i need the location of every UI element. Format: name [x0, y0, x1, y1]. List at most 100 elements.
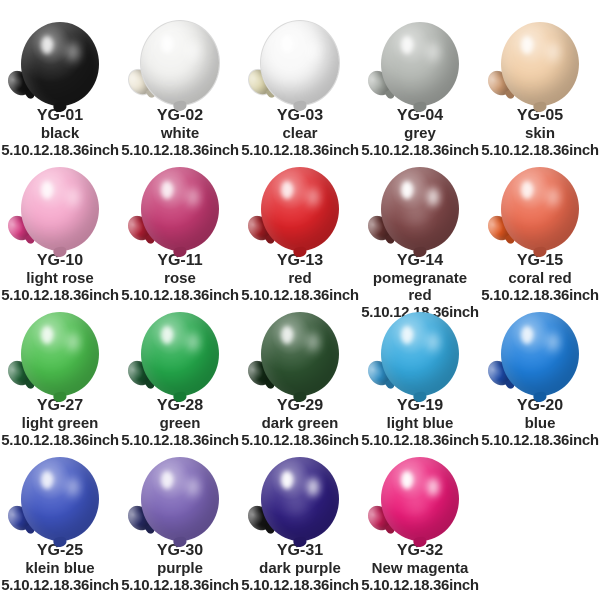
color-name: dark purple	[259, 560, 341, 577]
sizes-text: 5.10.12.18.36inch	[361, 142, 479, 159]
grid-row-4: YG-25 klein blue 5.10.12.18.36inch YG-30…	[0, 449, 600, 594]
color-name: dark green	[261, 415, 339, 432]
sizes-text: 5.10.12.18.36inch	[481, 432, 599, 449]
balloon-photo	[480, 159, 600, 251]
balloon-card-yg31: YG-31 dark purple 5.10.12.18.36inch	[240, 449, 360, 594]
product-code: YG-27	[36, 397, 84, 414]
sizes-text: 5.10.12.18.36inch	[241, 142, 359, 159]
sizes-text: 5.10.12.18.36inch	[241, 577, 359, 594]
balloon-card-yg20: YG-20 blue 5.10.12.18.36inch	[480, 304, 600, 449]
balloon-photo	[120, 159, 240, 251]
color-name: light rose	[26, 270, 94, 287]
balloon-photo	[0, 14, 120, 106]
grid-row-3: YG-27 light green 5.10.12.18.36inch YG-2…	[0, 304, 600, 449]
balloon-photo	[240, 14, 360, 106]
sizes-text: 5.10.12.18.36inch	[241, 287, 359, 304]
large-balloon-icon	[501, 167, 579, 251]
sizes-text: 5.10.12.18.36inch	[1, 577, 119, 594]
balloon-card-yg05: YG-05 skin 5.10.12.18.36inch	[480, 14, 600, 159]
balloon-card-yg29: YG-29 dark green 5.10.12.18.36inch	[240, 304, 360, 449]
color-name: klein blue	[25, 560, 95, 577]
balloon-card-yg13: YG-13 red 5.10.12.18.36inch	[240, 159, 360, 304]
color-name: pomegranate red	[372, 270, 468, 304]
product-code: YG-30	[156, 542, 204, 559]
large-balloon-icon	[261, 312, 339, 396]
balloon-card-yg32: YG-32 New magenta 5.10.12.18.36inch	[360, 449, 480, 594]
grid-row-2: YG-10 light rose 5.10.12.18.36inch YG-11…	[0, 159, 600, 321]
sizes-text: 5.10.12.18.36inch	[121, 142, 239, 159]
balloon-card-yg03: YG-03 clear 5.10.12.18.36inch	[240, 14, 360, 159]
balloon-photo	[120, 304, 240, 396]
large-balloon-icon	[501, 312, 579, 396]
large-balloon-icon	[21, 22, 99, 106]
balloon-card-yg30: YG-30 purple 5.10.12.18.36inch	[120, 449, 240, 594]
balloon-photo	[480, 14, 600, 106]
balloon-photo	[0, 304, 120, 396]
large-balloon-icon	[261, 457, 339, 541]
product-code: YG-10	[36, 252, 84, 269]
sizes-text: 5.10.12.18.36inch	[481, 287, 599, 304]
balloon-photo	[240, 304, 360, 396]
color-name: New magenta	[371, 560, 469, 577]
balloon-photo	[120, 14, 240, 106]
balloon-photo	[480, 304, 600, 396]
large-balloon-icon	[141, 312, 219, 396]
large-balloon-icon	[381, 167, 459, 251]
large-balloon-icon	[381, 457, 459, 541]
balloon-photo	[360, 449, 480, 541]
balloon-photo	[0, 449, 120, 541]
sizes-text: 5.10.12.18.36inch	[241, 432, 359, 449]
sizes-text: 5.10.12.18.36inch	[121, 287, 239, 304]
sizes-text: 5.10.12.18.36inch	[1, 287, 119, 304]
balloon-photo	[360, 304, 480, 396]
grid-row-1: YG-01 black 5.10.12.18.36inch YG-02 whit…	[0, 14, 600, 159]
product-code: YG-01	[36, 107, 84, 124]
product-code: YG-29	[276, 397, 324, 414]
sizes-text: 5.10.12.18.36inch	[121, 577, 239, 594]
product-code: YG-02	[156, 107, 204, 124]
balloon-photo	[240, 159, 360, 251]
large-balloon-icon	[21, 312, 99, 396]
product-code: YG-28	[156, 397, 204, 414]
balloon-card-yg10: YG-10 light rose 5.10.12.18.36inch	[0, 159, 120, 304]
balloon-photo	[0, 159, 120, 251]
color-name: white	[160, 125, 200, 142]
color-name: green	[159, 415, 201, 432]
large-balloon-icon	[261, 167, 339, 251]
color-name: light blue	[386, 415, 454, 432]
balloon-card-yg11: YG-11 rose 5.10.12.18.36inch	[120, 159, 240, 304]
balloon-photo	[120, 449, 240, 541]
balloon-card-yg01: YG-01 black 5.10.12.18.36inch	[0, 14, 120, 159]
product-code: YG-11	[157, 252, 203, 269]
large-balloon-icon	[260, 20, 340, 106]
color-name: clear	[282, 125, 318, 142]
product-code: YG-03	[276, 107, 324, 124]
large-balloon-icon	[21, 167, 99, 251]
product-code: YG-04	[396, 107, 444, 124]
product-code: YG-14	[396, 252, 444, 269]
balloon-card-yg04: YG-04 grey 5.10.12.18.36inch	[360, 14, 480, 159]
color-name: rose	[164, 270, 196, 287]
large-balloon-icon	[381, 312, 459, 396]
balloon-card-yg28: YG-28 green 5.10.12.18.36inch	[120, 304, 240, 449]
large-balloon-icon	[381, 22, 459, 106]
sizes-text: 5.10.12.18.36inch	[1, 142, 119, 159]
large-balloon-icon	[140, 20, 220, 106]
color-name: skin	[524, 125, 555, 142]
sizes-text: 5.10.12.18.36inch	[481, 142, 599, 159]
sizes-text: 5.10.12.18.36inch	[1, 432, 119, 449]
product-code: YG-32	[396, 542, 444, 559]
balloon-card-yg15: YG-15 coral red 5.10.12.18.36inch	[480, 159, 600, 304]
balloon-photo	[360, 14, 480, 106]
color-name: grey	[404, 125, 436, 142]
color-name: coral red	[508, 270, 572, 287]
large-balloon-icon	[141, 167, 219, 251]
large-balloon-icon	[21, 457, 99, 541]
color-name: blue	[524, 415, 556, 432]
color-name: red	[288, 270, 312, 287]
color-name: black	[40, 125, 80, 142]
balloon-card-yg25: YG-25 klein blue 5.10.12.18.36inch	[0, 449, 120, 594]
balloon-card-yg14: YG-14 pomegranate red 5.10.12.18.36inch	[360, 159, 480, 321]
